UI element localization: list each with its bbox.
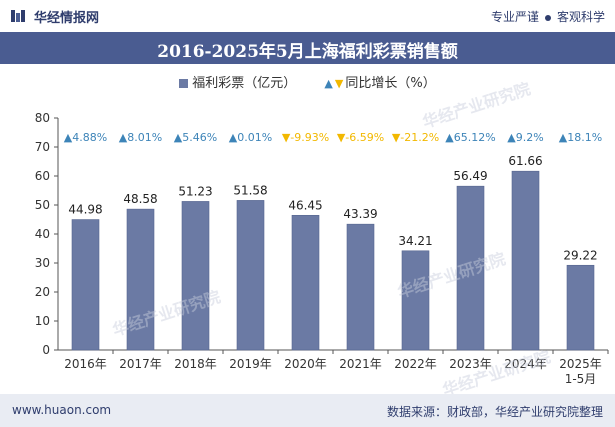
growth-label: ▲0.01% — [229, 131, 272, 144]
x-tick-label-line: 1-5月 — [565, 372, 597, 386]
x-tick-label: 2021年 — [339, 357, 382, 371]
x-tick-label: 2017年 — [119, 357, 162, 371]
bar-9 — [566, 264, 595, 351]
x-tick-label: 2023年 — [449, 357, 492, 371]
y-tick-label: 30 — [35, 256, 50, 270]
slogan-left: 专业严谨 — [490, 10, 539, 24]
y-tick-label: 70 — [35, 140, 50, 154]
bar-1 — [126, 208, 155, 351]
growth-label: ▲9.2% — [507, 131, 543, 144]
brand-name: 华经情报网 — [34, 11, 100, 26]
chart-legend: 福利彩票（亿元） ▲ ▼ 同比增长（%） — [0, 72, 615, 91]
x-tick-label-line: 2023年 — [449, 357, 492, 371]
bar-3 — [236, 200, 265, 351]
x-tick-label: 2024年 — [504, 357, 547, 371]
bar-8 — [511, 170, 540, 351]
y-tick-label: 0 — [42, 343, 50, 357]
bar-2 — [181, 201, 210, 351]
slogan-right: 客观科学 — [556, 10, 605, 24]
slogan-dot — [544, 14, 551, 21]
growth-label: ▲5.46% — [174, 131, 217, 144]
growth-label: ▲18.1% — [559, 131, 602, 144]
top-bar: 华经情报网 专业严谨 客观科学 — [0, 0, 615, 32]
bar-0 — [71, 219, 100, 351]
x-tick-label: 2025年 1-5月 — [559, 357, 602, 386]
down-triangle-icon: ▼ — [334, 77, 344, 90]
x-tick-label-line: 2022年 — [394, 357, 437, 371]
footer-site-link[interactable]: www.huaon.com — [12, 403, 112, 417]
chart-title: 2016-2025年5月上海福利彩票销售额 — [157, 42, 458, 62]
bar-value-label: 34.21 — [398, 234, 432, 248]
legend-item-growth: ▲ ▼ 同比增长（%） — [324, 72, 435, 91]
x-tick-label-line: 2024年 — [504, 357, 547, 371]
bar-7 — [456, 185, 485, 351]
bar-value-label: 29.22 — [563, 248, 597, 262]
x-tick-label-line: 2019年 — [229, 357, 272, 371]
bar-5 — [346, 223, 375, 351]
bar-6 — [401, 250, 430, 351]
bar-value-label: 44.98 — [68, 203, 102, 217]
legend-bar-swatch — [179, 79, 189, 88]
x-tick-label: 2022年 — [394, 357, 437, 371]
up-triangle-icon: ▲ — [324, 77, 333, 90]
bar-value-label: 51.58 — [233, 183, 267, 197]
x-tick-label-line: 2025年 — [559, 357, 602, 371]
x-tick-label-line: 2016年 — [64, 357, 107, 371]
slogan: 专业严谨 客观科学 — [491, 8, 605, 25]
growth-label: ▲65.12% — [445, 131, 495, 144]
footer: www.huaon.com 数据来源：财政部，华经产业研究院整理 — [0, 394, 615, 427]
bar-value-label: 51.23 — [178, 184, 212, 198]
y-tick-label: 10 — [35, 314, 50, 328]
bar-value-label: 48.58 — [123, 192, 157, 206]
x-tick-label-line: 2018年 — [174, 357, 217, 371]
title-band — [0, 32, 615, 64]
legend-item-sales: 福利彩票（亿元） — [179, 72, 296, 91]
bar-value-label: 46.45 — [288, 198, 322, 212]
x-tick-label: 2018年 — [174, 357, 217, 371]
legend-label-sales: 福利彩票（亿元） — [192, 76, 297, 91]
y-tick-label: 80 — [35, 111, 50, 125]
growth-label: ▼-9.93% — [282, 131, 329, 144]
y-tick-label: 20 — [35, 285, 50, 299]
huajing-logo-icon — [11, 10, 25, 22]
footer-source: 数据来源：财政部，华经产业研究院整理 — [386, 405, 603, 419]
x-tick-label: 2016年 — [64, 357, 107, 371]
x-tick-label-line: 2021年 — [339, 357, 382, 371]
bar-4 — [291, 214, 320, 351]
bar-value-label: 56.49 — [453, 169, 487, 183]
y-tick-label: 50 — [35, 198, 50, 212]
growth-label: ▼-21.2% — [392, 131, 439, 144]
y-tick-label: 60 — [35, 169, 50, 183]
x-tick-label-line: 2020年 — [284, 357, 327, 371]
bar-value-label: 43.39 — [343, 207, 377, 221]
bar-value-label: 61.66 — [508, 154, 542, 168]
x-tick-label: 2020年 — [284, 357, 327, 371]
growth-label: ▲4.88% — [64, 131, 107, 144]
y-tick-label: 40 — [35, 227, 50, 241]
legend-label-growth: 同比增长（%） — [345, 76, 436, 91]
growth-label: ▲8.01% — [119, 131, 162, 144]
x-tick-label-line: 2017年 — [119, 357, 162, 371]
growth-label: ▼-6.59% — [337, 131, 384, 144]
x-tick-label: 2019年 — [229, 357, 272, 371]
